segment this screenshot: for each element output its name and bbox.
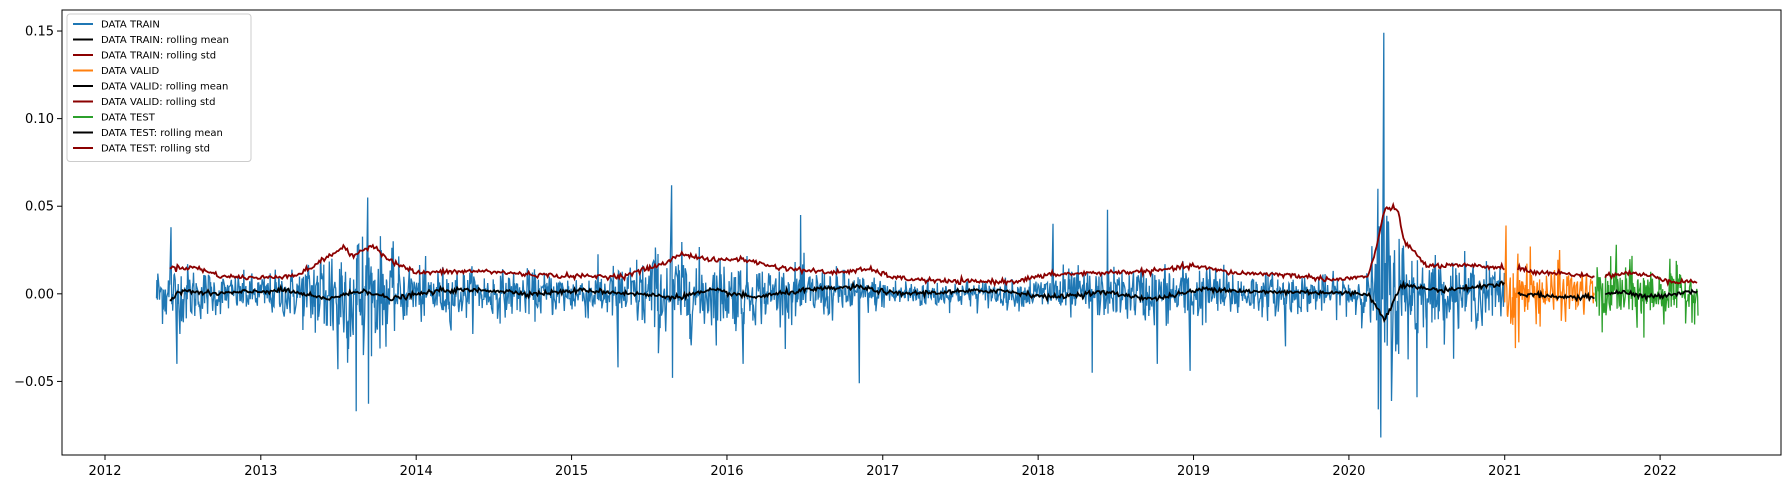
legend: DATA TRAIN DATA TRAIN: rolling mean DATA T… <box>66 13 252 162</box>
y-tick-label: 0.10 <box>25 112 54 127</box>
y-tick-label: −0.05 <box>14 375 54 390</box>
y-tick-label: 0.00 <box>25 287 54 302</box>
y-tick-label: 0.15 <box>25 25 54 40</box>
y-tick-label: 0.05 <box>25 200 54 215</box>
y-axis: −0.05 0.00 0.05 0.10 0.15 <box>14 25 62 390</box>
x-tick-label: 2020 <box>1332 464 1365 479</box>
legend-label: DATA VALID: rolling std <box>101 97 215 108</box>
series-data-train-rolling-std <box>169 201 1505 288</box>
legend-label: DATA TRAIN <box>101 20 160 31</box>
x-tick-label: 2018 <box>1022 464 1055 479</box>
legend-label: DATA TEST <box>101 113 156 124</box>
legend-label: DATA TRAIN: rolling mean <box>101 35 229 46</box>
x-tick-label: 2012 <box>88 464 121 479</box>
series-data-test <box>1594 244 1699 338</box>
x-tick-label: 2022 <box>1644 464 1677 479</box>
series-data-valid-rolling-mean <box>1517 289 1595 303</box>
legend-label: DATA TRAIN: rolling std <box>101 51 216 62</box>
x-tick-label: 2019 <box>1177 464 1210 479</box>
legend-label: DATA TEST: rolling std <box>101 144 210 155</box>
series-data-valid-rolling-std <box>1517 262 1595 279</box>
x-axis: 2012 2013 2014 2015 2016 2017 2018 2019 2020 2021… <box>88 455 1677 479</box>
series-data-train <box>155 32 1505 438</box>
x-tick-label: 2016 <box>710 464 743 479</box>
series-data-test-rolling-std <box>1604 269 1698 287</box>
legend-label: DATA VALID: rolling mean <box>101 82 228 93</box>
series-layer <box>155 32 1699 438</box>
series-data-test-rolling-mean <box>1604 288 1698 302</box>
x-tick-label: 2013 <box>244 464 277 479</box>
legend-label: DATA TEST: rolling mean <box>101 128 223 139</box>
plot-frame <box>61 9 1782 456</box>
x-tick-label: 2021 <box>1488 464 1521 479</box>
legend-label: DATA VALID <box>101 66 160 77</box>
series-data-train-rolling-mean <box>169 279 1506 324</box>
legend-box <box>66 13 252 162</box>
x-tick-label: 2015 <box>555 464 588 479</box>
x-tick-label: 2014 <box>400 464 433 479</box>
x-tick-label: 2017 <box>866 464 899 479</box>
